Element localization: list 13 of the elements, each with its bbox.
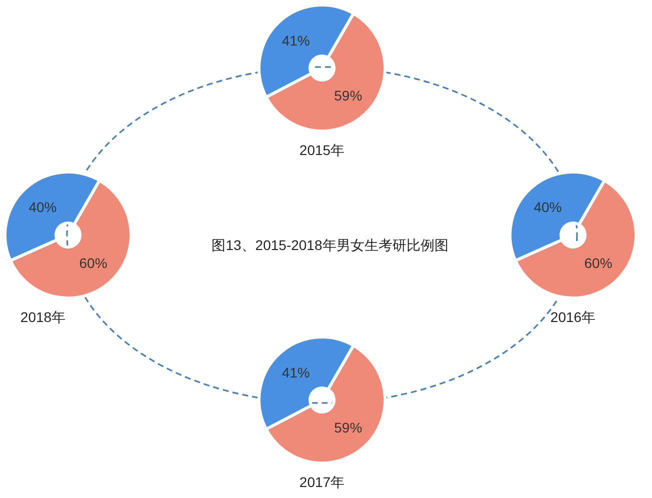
data-label: 41% [282,32,310,49]
data-label: 60% [79,255,108,272]
data-label: 59% [334,419,362,436]
data-label: 60% [584,255,612,272]
text: 2017年 [299,474,345,490]
data-label: 59% [334,87,362,104]
data-label: 40% [534,198,562,215]
text: 图13、2015-2018年男女生考研比例图 [212,237,448,253]
data-label: 41% [282,364,310,381]
data-label: 40% [28,198,57,215]
text: 2015年 [299,142,345,158]
text: 2016年 [550,309,596,325]
text: 2018年 [20,309,66,325]
